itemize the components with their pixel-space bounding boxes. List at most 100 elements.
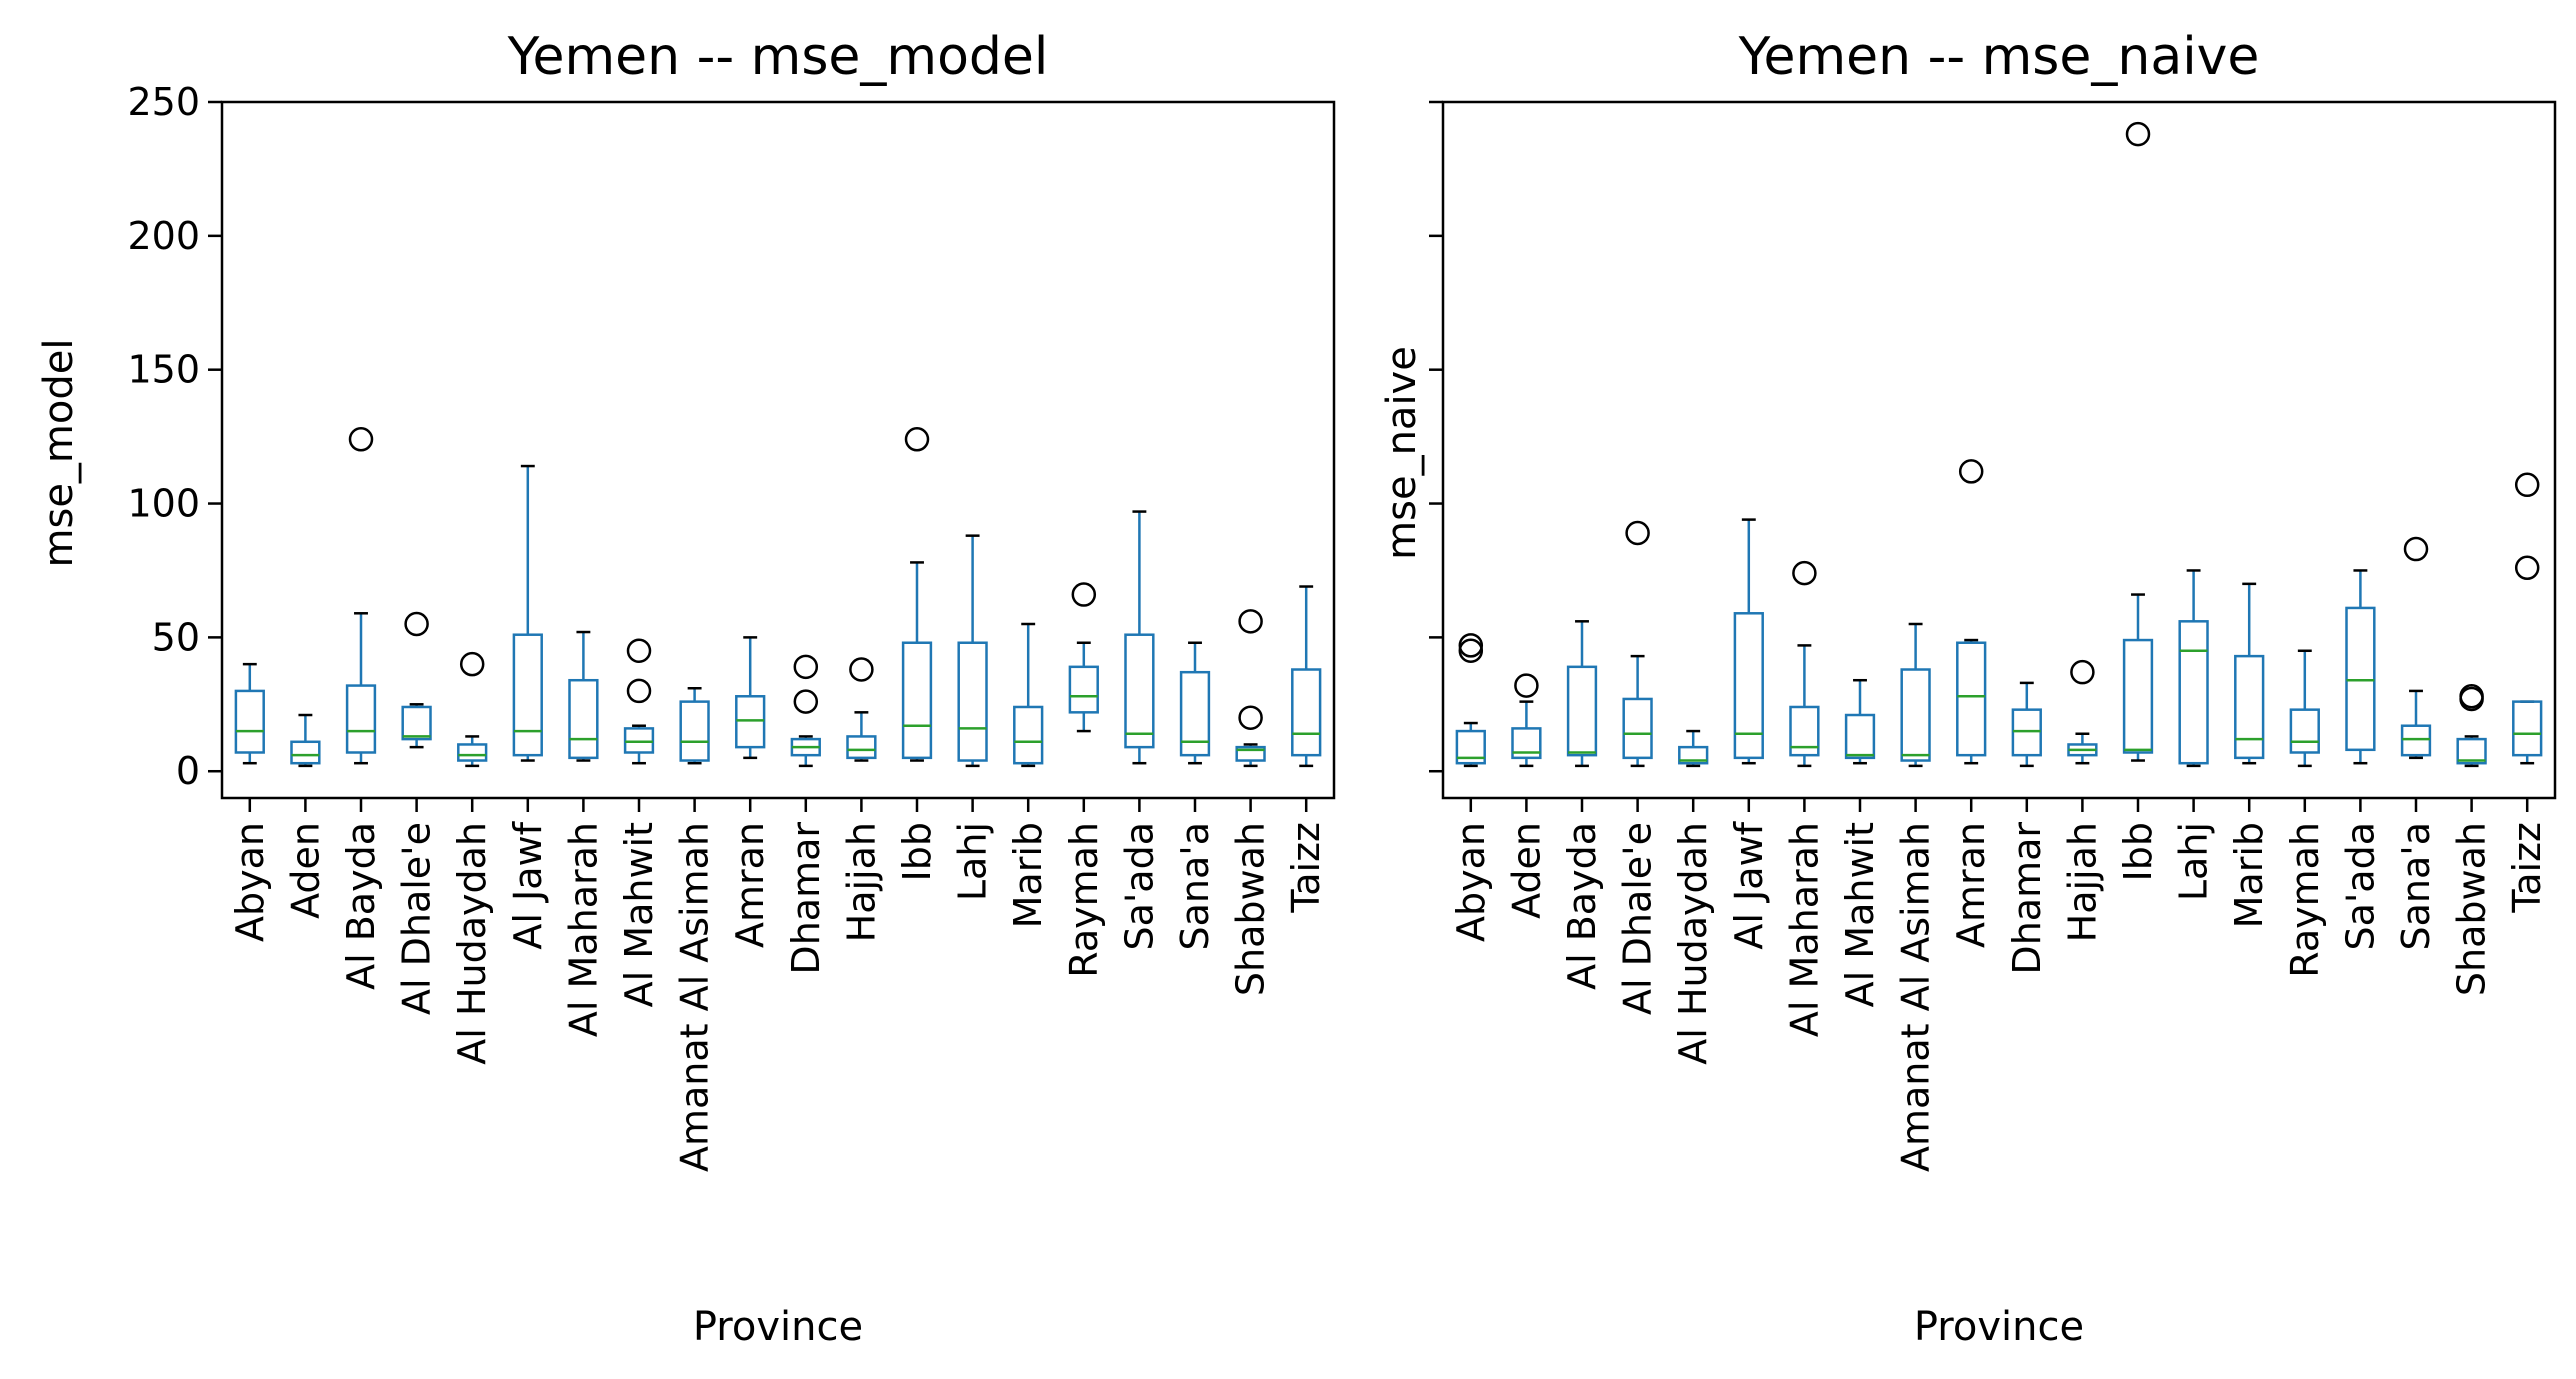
plot-frame xyxy=(220,100,1336,800)
x-tick-label: Taizz xyxy=(1284,822,1328,914)
x-tick-label: Marib xyxy=(1006,822,1050,928)
outlier-point xyxy=(2514,555,2540,581)
box-abyan xyxy=(1455,633,1486,768)
box-lahj xyxy=(957,534,988,768)
iqr-box xyxy=(2011,708,2042,757)
iqr-box xyxy=(1956,641,1987,757)
y-axis-label: mse_model xyxy=(36,339,82,568)
x-tick-label: Al Jawf xyxy=(506,820,550,949)
iqr-box xyxy=(457,743,488,762)
x-tick-label: Sa'ada xyxy=(1117,822,1161,951)
y-tick-label: 150 xyxy=(127,348,200,392)
boxes xyxy=(1455,121,2543,768)
x-tick-label: Amran xyxy=(1949,822,1993,948)
x-tick-label: Taizz xyxy=(2505,822,2549,914)
x-tick-label: Sana'a xyxy=(2394,822,2438,951)
y-axis-label: mse_naive xyxy=(1379,346,1425,560)
x-tick-label: Raymah xyxy=(2283,822,2327,978)
box-al-hudaydah xyxy=(457,651,488,768)
outlier-point xyxy=(2070,659,2095,685)
y-tick-label: 200 xyxy=(127,214,200,258)
box-raymah xyxy=(1068,582,1099,733)
x-tick-label: Amanat Al Asimah xyxy=(673,822,717,1172)
iqr-box xyxy=(1622,697,1653,760)
x-tick-label: Hajjah xyxy=(839,822,883,942)
iqr-box xyxy=(234,689,265,754)
box-hajjah xyxy=(2067,659,2098,765)
x-tick-label: Al Dhale'e xyxy=(395,822,439,1015)
box-marib xyxy=(1013,622,1044,768)
iqr-box xyxy=(2345,606,2376,752)
x-tick-label: Al Hudaydah xyxy=(450,822,494,1065)
box-al-hudaydah xyxy=(1678,729,1709,768)
y-tick-label: 0 xyxy=(176,749,200,793)
iqr-box xyxy=(512,633,543,757)
outlier-point xyxy=(904,427,930,452)
iqr-box xyxy=(290,740,321,765)
x-tick-label: Shabwah xyxy=(1229,822,1273,996)
y-ticks: 0 50 100 150 200 250 xyxy=(127,80,222,793)
outlier-point xyxy=(348,427,374,452)
x-tick-label: Lahj xyxy=(2172,822,2216,901)
x-tick-label: Aden xyxy=(283,822,327,919)
y-tick-label: 100 xyxy=(127,482,200,526)
box-al-dhale-e xyxy=(1622,520,1653,768)
box-al-jawf xyxy=(512,464,543,762)
box-amanat-al-asimah xyxy=(1900,622,1931,768)
box-ibb xyxy=(2122,121,2154,762)
iqr-box xyxy=(2178,620,2209,765)
x-tick-label: Al Dhale'e xyxy=(1616,822,1660,1015)
chart-title: Yemen -- mse_model xyxy=(507,27,1049,87)
iqr-box xyxy=(1678,745,1709,765)
box-amanat-al-asimah xyxy=(679,686,710,765)
x-axis-label: Province xyxy=(1914,1304,2084,1350)
iqr-box xyxy=(1179,670,1211,757)
box-ibb xyxy=(901,427,933,762)
x-tick-label: Aden xyxy=(1504,822,1548,919)
y-tick-label: 250 xyxy=(127,80,200,124)
x-ticks: Abyan Aden Al Bayda Al Dhale'e Al Hudaydah Al… xyxy=(1449,798,2549,1172)
iqr-box xyxy=(1566,665,1598,757)
outlier-point xyxy=(2459,684,2484,709)
iqr-box xyxy=(2234,654,2265,760)
iqr-box xyxy=(1844,713,1876,760)
x-tick-label: Raymah xyxy=(1062,822,1106,978)
outlier-point xyxy=(793,689,819,714)
outlier-point xyxy=(2125,121,2151,147)
iqr-box xyxy=(2122,638,2154,754)
box-al-mahwit xyxy=(623,638,655,765)
outlier-point xyxy=(626,638,652,664)
x-tick-label: Al Hudaydah xyxy=(1671,822,1715,1065)
x-tick-label: Abyan xyxy=(1449,822,1493,942)
panel-mse-naive: Yemen -- mse_naive mse_naive Province Ab… xyxy=(1379,27,2557,1350)
iqr-box xyxy=(901,641,933,760)
box-aden xyxy=(290,713,321,768)
iqr-box xyxy=(623,727,655,754)
box-aden xyxy=(1511,673,1542,768)
box-amran xyxy=(1956,459,1987,765)
box-al-dhale-e xyxy=(401,611,432,749)
x-tick-label: Al Mahwit xyxy=(1838,822,1882,1007)
iqr-box xyxy=(2512,700,2543,757)
box-sana-a xyxy=(1179,641,1211,765)
x-tick-label: Dhamar xyxy=(2005,822,2049,975)
iqr-box xyxy=(1511,727,1542,760)
boxes xyxy=(234,427,1322,768)
box-sa-ada xyxy=(2345,569,2376,765)
box-al-maharah xyxy=(1789,560,1820,768)
panel-mse-model: Yemen -- mse_model mse_model Province 0 5… xyxy=(36,27,1336,1350)
iqr-box xyxy=(846,735,877,760)
box-shabwah xyxy=(1235,609,1266,768)
outlier-point xyxy=(1792,560,1817,586)
y-tick-label: 50 xyxy=(152,615,200,659)
box-shabwah xyxy=(2456,684,2487,768)
x-tick-label: Al Jawf xyxy=(1727,820,1771,949)
x-tick-label: Al Bayda xyxy=(1560,822,1604,990)
iqr-box xyxy=(1789,705,1820,757)
iqr-box xyxy=(2456,737,2487,765)
box-al-jawf xyxy=(1733,518,1764,765)
outlier-point xyxy=(1514,673,1539,698)
x-tick-label: Dhamar xyxy=(784,822,828,975)
box-dhamar xyxy=(2011,681,2042,768)
